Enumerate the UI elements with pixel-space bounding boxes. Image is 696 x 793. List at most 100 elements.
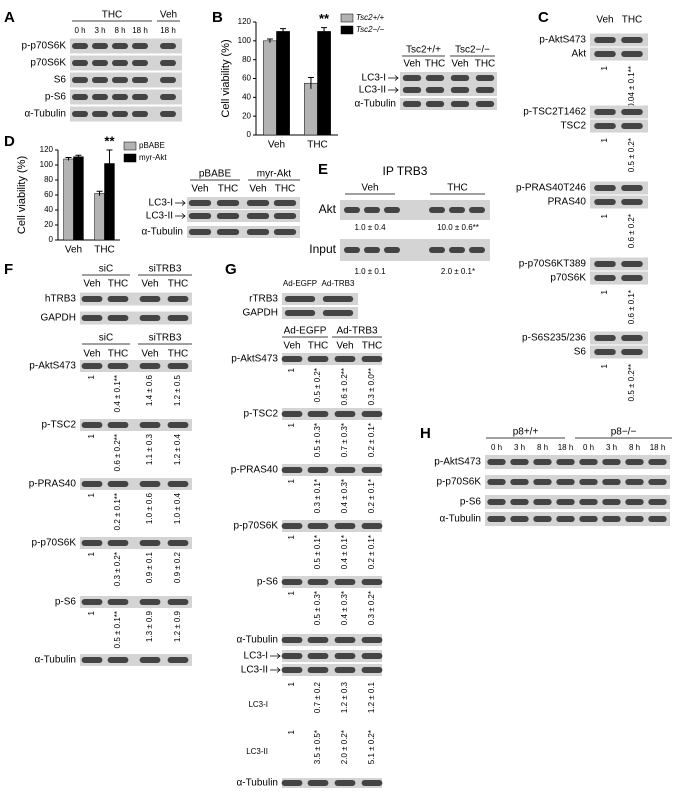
quantification: 1 xyxy=(287,590,296,595)
y-axis-label: Cell viability (%) xyxy=(16,156,28,234)
row-label: p-S6 xyxy=(257,577,279,588)
band xyxy=(384,207,400,213)
band xyxy=(322,310,354,316)
band xyxy=(594,37,616,43)
band xyxy=(487,516,506,522)
quantification: 1 xyxy=(600,213,609,218)
quantification: 1.0 ± 0.1 xyxy=(354,267,386,276)
arrow xyxy=(388,75,399,81)
band xyxy=(107,481,129,487)
group-label: Veh xyxy=(160,10,177,21)
y-axis-label: Cell viability (%) xyxy=(220,39,232,117)
row-label: rTRB3 xyxy=(249,294,278,305)
band xyxy=(246,229,270,235)
blot xyxy=(80,311,192,325)
legend-swatch xyxy=(123,153,137,163)
quantification: 0.6 ± 0.2** xyxy=(340,368,349,405)
band xyxy=(139,481,161,487)
quantification: 0.3 ± 0.1* xyxy=(313,479,322,513)
band xyxy=(139,422,161,428)
quantification: 0.6 ± 0.1* xyxy=(627,290,636,324)
row-label: LC3-I xyxy=(244,651,268,662)
band xyxy=(81,422,103,428)
blot xyxy=(80,292,192,306)
row-label: p-PRAS40 xyxy=(231,465,279,476)
band xyxy=(621,349,643,355)
arrow xyxy=(175,213,186,219)
arrow xyxy=(270,653,281,659)
quantification: 0.5 ± 0.2** xyxy=(627,364,636,401)
lane-label: 0 h xyxy=(74,26,85,35)
band xyxy=(160,60,176,66)
band xyxy=(621,199,643,205)
band xyxy=(72,43,88,49)
band xyxy=(139,599,161,605)
band xyxy=(594,275,616,281)
band xyxy=(92,43,108,49)
band xyxy=(132,111,148,117)
panel-letter: A xyxy=(4,9,15,26)
quantification: 1.2 ± 0.1 xyxy=(367,681,376,713)
band xyxy=(425,87,445,93)
panel-letter: C xyxy=(538,9,549,26)
band xyxy=(112,60,128,66)
quantification: 0.4 ± 0.1** xyxy=(113,375,122,412)
band xyxy=(361,523,383,529)
lane-label: THC xyxy=(168,279,189,290)
quantification: 0.6 ± 0.2** xyxy=(113,434,122,471)
row-label: α-Tubulin xyxy=(24,109,66,120)
band xyxy=(594,335,616,341)
band xyxy=(429,247,445,253)
lane-label: Veh xyxy=(141,349,158,360)
quantification: 1.1 ± 0.3 xyxy=(145,433,154,465)
group-label: siC xyxy=(99,264,113,275)
row-label: PRAS40 xyxy=(548,197,587,208)
row-label: Input xyxy=(309,242,336,256)
quantification: 1.0 ± 0.4 xyxy=(354,223,386,232)
quantification: 0.04 ± 0.1** xyxy=(627,66,636,108)
blot xyxy=(282,664,382,676)
band xyxy=(602,479,621,485)
band xyxy=(307,780,329,786)
blot xyxy=(590,271,648,285)
blot xyxy=(590,119,648,133)
blot xyxy=(340,200,490,220)
band xyxy=(334,653,356,659)
band xyxy=(579,499,598,505)
band xyxy=(92,77,108,83)
error-bar xyxy=(307,77,314,89)
lane-label: Veh xyxy=(336,341,353,352)
row-label: p-AktS473 xyxy=(29,361,76,372)
band xyxy=(167,315,189,321)
row-label: p-S6 xyxy=(55,597,77,608)
quantification: 0.4 ± 0.1* xyxy=(340,535,349,569)
band xyxy=(334,411,356,417)
y-tick-label: 0 xyxy=(247,130,252,139)
group-label: pBABE xyxy=(199,169,232,180)
y-tick-label: 80 xyxy=(44,175,53,184)
band xyxy=(361,637,383,643)
quantification: 1 xyxy=(600,363,609,368)
band xyxy=(107,315,129,321)
bar xyxy=(276,31,290,136)
band xyxy=(602,459,621,465)
row-label: p-AktS473 xyxy=(539,35,586,46)
band xyxy=(139,315,161,321)
lane-label: Veh xyxy=(141,279,158,290)
band xyxy=(334,637,356,643)
lane-label: Veh xyxy=(283,341,300,352)
row-label: S6 xyxy=(574,347,587,358)
lane-label: THC xyxy=(168,349,189,360)
group-label: Ad-EGFP xyxy=(284,326,327,337)
quantification: 1.4 ± 0.6 xyxy=(145,374,154,406)
band xyxy=(402,101,422,107)
quantification: 10.0 ± 0.6** xyxy=(437,223,479,232)
band xyxy=(621,275,643,281)
row-label: LC3-I xyxy=(248,700,268,709)
row-label: LC3-II xyxy=(241,665,268,676)
group-label: Ad-TRB3 xyxy=(336,326,378,337)
blot xyxy=(590,345,648,359)
blot xyxy=(282,576,382,588)
band xyxy=(621,185,643,191)
